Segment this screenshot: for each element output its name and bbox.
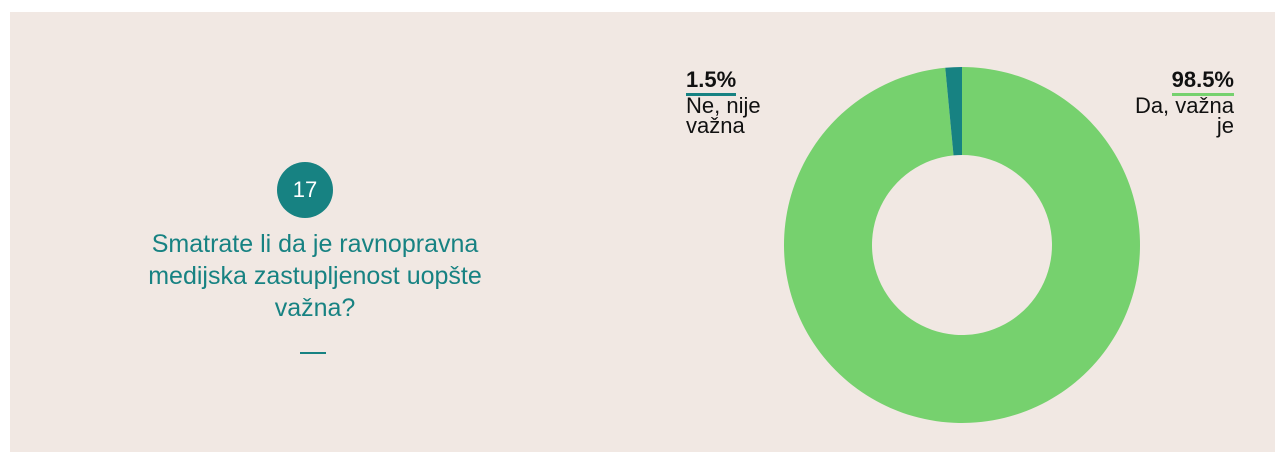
donut-slice bbox=[784, 67, 1140, 424]
question-title: Smatrate li da je ravnopravna medijska z… bbox=[148, 230, 482, 322]
value-label: 98.5% bbox=[1171, 69, 1234, 96]
question-number: 17 bbox=[277, 162, 333, 218]
value-label: 1.5% bbox=[686, 69, 737, 96]
donut-slice bbox=[945, 67, 962, 156]
divider bbox=[300, 352, 326, 354]
slice-label: 1.5% Ne, nije važna bbox=[686, 69, 786, 138]
category-label: Ne, nije važna bbox=[686, 93, 761, 138]
category-label: Da, važna je bbox=[1134, 93, 1234, 138]
slice-label: 98.5% Da, važna je bbox=[1118, 69, 1234, 138]
